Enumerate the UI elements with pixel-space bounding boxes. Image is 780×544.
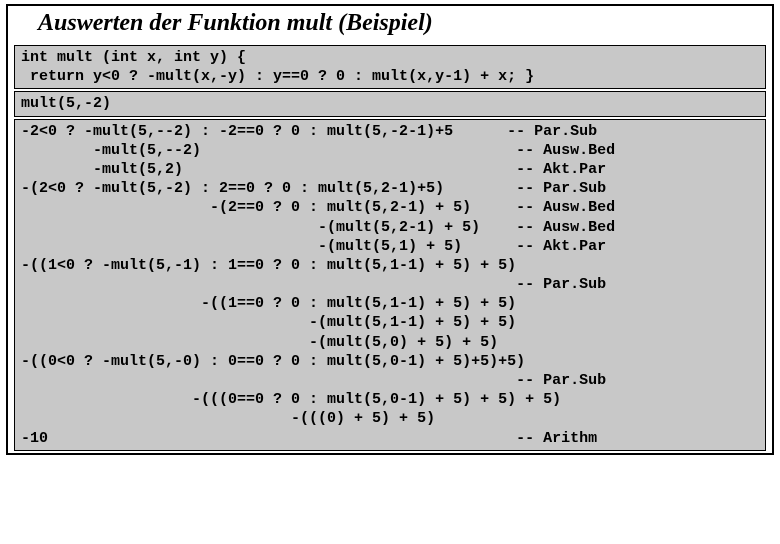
code-definition-panel: int mult (int x, int y) { return y<0 ? -… <box>14 45 766 89</box>
slide-frame: Auswerten der Funktion mult (Beispiel) i… <box>6 4 774 455</box>
call-panel: mult(5,-2) <box>14 91 766 116</box>
slide-title: Auswerten der Funktion mult (Beispiel) <box>8 6 772 43</box>
trace-panel: -2<0 ? -mult(5,--2) : -2==0 ? 0 : mult(5… <box>14 119 766 451</box>
